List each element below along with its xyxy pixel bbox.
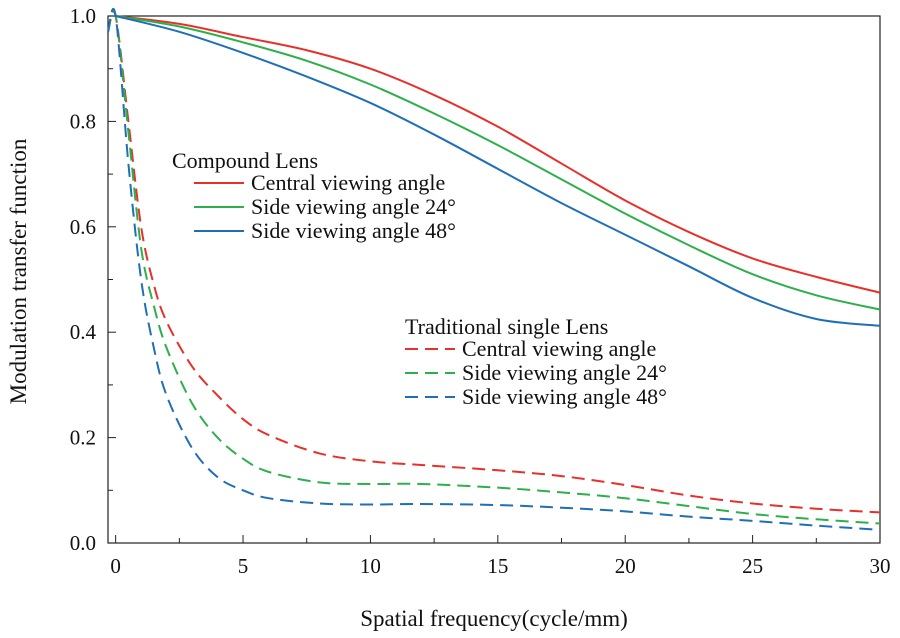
x-tick-label: 30 xyxy=(870,554,891,578)
y-tick-label: 0.2 xyxy=(70,426,96,450)
legend-entry-label: Side viewing angle 48° xyxy=(251,218,456,243)
legend-entry-label: Side viewing angle 24° xyxy=(251,194,456,219)
legend-title: Compound Lens xyxy=(172,148,318,173)
x-tick-label: 20 xyxy=(615,554,636,578)
y-tick-label: 0.4 xyxy=(70,320,97,344)
series-line-4 xyxy=(107,10,881,514)
x-tick-label: 15 xyxy=(487,554,508,578)
legend-title: Traditional single Lens xyxy=(405,314,608,339)
legend-entry-label: Side viewing angle 24° xyxy=(462,360,667,385)
series-lines xyxy=(107,7,881,531)
series-line-2 xyxy=(115,15,881,311)
y-tick-label: 1.0 xyxy=(70,4,96,28)
y-tick-label: 0.6 xyxy=(70,215,96,239)
series-line-3 xyxy=(115,15,881,327)
y-tick-label: 0.0 xyxy=(70,531,96,555)
series-line-5 xyxy=(107,10,881,525)
y-axis-label: Modulation transfer function xyxy=(6,138,31,404)
series-line-1 xyxy=(115,15,881,294)
y-tick-label: 0.8 xyxy=(70,109,96,133)
legend-entry-label: Side viewing angle 48° xyxy=(462,384,667,409)
x-tick-label: 0 xyxy=(110,554,121,578)
axis-ticks: 0 5 10 15 20 25 30 0.0 0.2 0.4 0.6 0.8 1.0 xyxy=(70,4,891,578)
legend-entry-label: Central viewing angle xyxy=(251,170,445,195)
x-tick-label: 10 xyxy=(360,554,381,578)
legend-entry-label: Central viewing angle xyxy=(462,336,656,361)
x-tick-label: 5 xyxy=(238,554,249,578)
x-tick-label: 25 xyxy=(742,554,763,578)
series-line-6 xyxy=(107,7,881,531)
x-axis-label: Spatial frequency(cycle/mm) xyxy=(360,606,628,631)
